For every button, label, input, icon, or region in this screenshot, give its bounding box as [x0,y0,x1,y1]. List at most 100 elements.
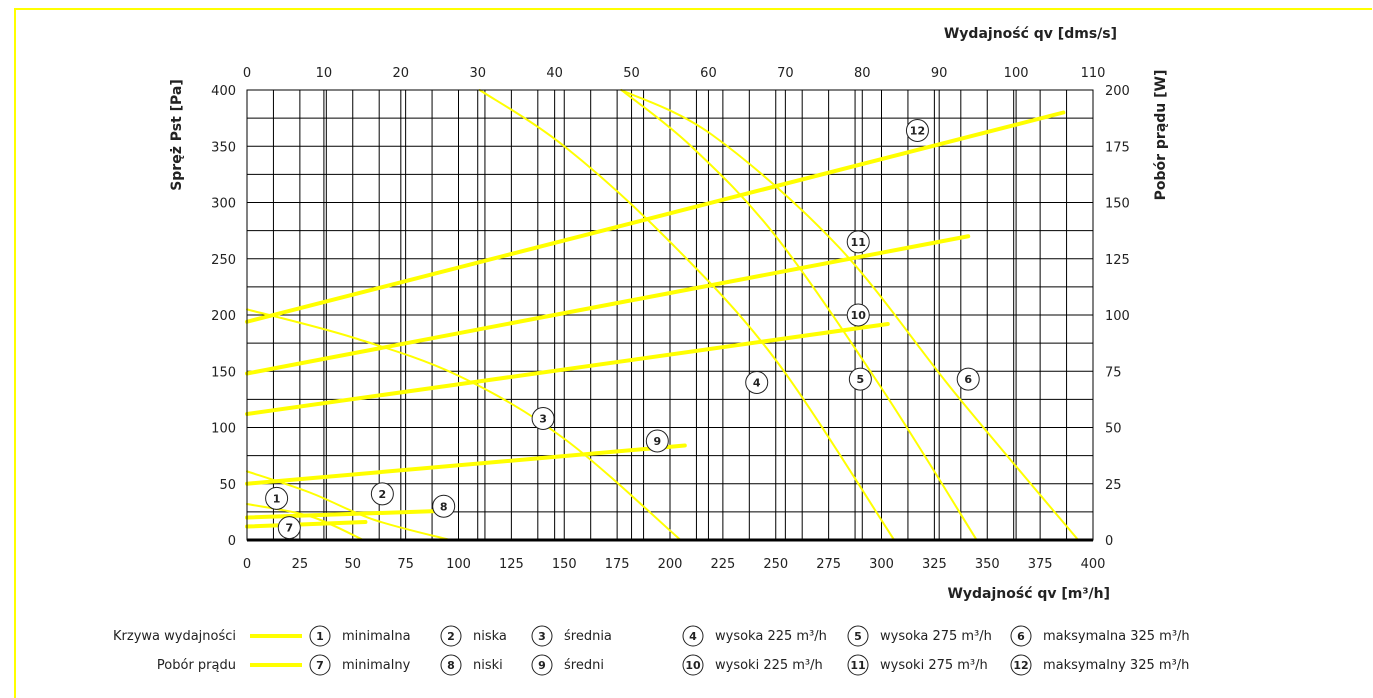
performance-chart: 0 25 50 75 100 125 150 175 200 225 250 275 300 325 350… [113,26,1190,676]
legend-marker-2 [440,625,462,647]
legend-marker-label-2: 2 [447,630,455,643]
x2-tick-label: 110 [1081,66,1106,81]
marker-label-3: 3 [539,413,547,426]
curve-3 [246,308,682,541]
marker-circle-10 [846,303,870,327]
y2-tick-label: 0 [1105,534,1113,549]
y-tick-label: 400 [211,84,236,99]
y2-tick-label: 200 [1105,84,1130,99]
legend-marker-label-11: 11 [850,659,865,672]
legend: Krzywa wydajności Pobór prądu 1 minimalna… [113,625,1190,676]
marker-label-5: 5 [857,373,865,386]
marker-circle-5 [848,367,872,391]
marker-label-2: 2 [379,488,387,501]
y2-tick-label: 50 [1105,422,1122,437]
legend-marker-12 [1010,654,1032,676]
marker-circle-7 [277,516,301,540]
curve-4 [478,89,896,541]
x-tick-label: 75 [397,557,414,572]
x-tick-label: 25 [292,557,309,572]
x2-tick-label: 0 [243,66,251,81]
curve-9 [245,443,687,486]
x-tick-label: 325 [922,557,947,572]
legend-item-text: niski [473,658,503,673]
curve-10 [245,322,890,416]
legend-marker-label-4: 4 [689,630,697,643]
legend-row2-label: Pobór prądu [157,658,236,673]
x-tick-label: 0 [243,557,251,572]
y-tick-label: 200 [211,309,236,324]
marker-circle-6 [956,367,980,391]
marker-circle-3 [531,407,555,430]
x2-tick-label: 30 [469,66,486,81]
x-tick-label: 250 [763,557,788,572]
marker-circle-4 [745,371,769,394]
y2-tick-label: 75 [1105,365,1122,380]
axes: 0 25 50 75 100 125 150 175 200 225 250 275 300 325 350… [211,66,1130,572]
legend-marker-label-10: 10 [685,659,701,672]
x-tick-label: 150 [552,557,577,572]
x-tick-label: 175 [605,557,630,572]
legend-marker-7 [309,654,331,676]
x-tick-label: 300 [869,557,894,572]
marker-circle-11 [846,230,870,254]
legend-marker-10 [682,654,704,676]
y2-tick-label: 175 [1105,140,1130,155]
x-tick-label: 400 [1081,557,1106,572]
y-tick-label: 50 [219,478,236,493]
y-axis-title: Spręż Pst [Pa] [169,79,185,191]
x-tick-label: 275 [816,557,841,572]
curve-11 [245,234,971,376]
marker-circle-1 [265,486,289,510]
legend-marker-label-5: 5 [854,630,862,643]
curve-12 [245,110,1066,324]
marker-label-12: 12 [910,125,925,138]
y-tick-label: 250 [211,253,236,268]
legend-item-text: średni [564,658,604,673]
curve-7 [245,520,368,529]
x2-tick-label: 70 [777,66,794,81]
legend-item-text: minimalny [342,658,411,673]
x-tick-label: 350 [975,557,1000,572]
y2-tick-label: 150 [1105,197,1130,212]
marker-label-10: 10 [851,309,867,322]
legend-marker-label-6: 6 [1017,630,1025,643]
x-tick-label: 375 [1028,557,1053,572]
marker-label-11: 11 [851,236,866,249]
legend-marker-label-3: 3 [538,630,546,643]
x-tick-label: 200 [658,557,683,572]
curve-5 [620,89,978,541]
legend-item-text: maksymalny 325 m³/h [1043,658,1189,673]
legend-item-text: średnia [564,629,612,644]
legend-item-text: wysoka 225 m³/h [715,629,827,644]
legend-item-text: minimalna [342,629,411,644]
x2-tick-label: 80 [854,66,871,81]
marker-label-8: 8 [440,500,448,513]
y-tick-label: 300 [211,197,236,212]
marker-label-9: 9 [653,435,661,448]
x-axis-title: Wydajność qv [m³/h] [947,586,1110,602]
x-tick-label: 225 [710,557,735,572]
marker-circle-2 [370,482,394,506]
x2-tick-label: 100 [1004,66,1029,81]
legend-marker-label-12: 12 [1013,659,1028,672]
x-tick-label: 50 [344,557,361,572]
x2-tick-label: 60 [700,66,717,81]
legend-item-text: wysoki 225 m³/h [715,658,823,673]
legend-marker-3 [531,625,553,647]
curve-8 [245,508,448,520]
page-frame [14,8,1372,698]
curve-6 [620,89,1080,541]
legend-item-text: wysoki 275 m³/h [880,658,988,673]
y2-tick-label: 125 [1105,253,1130,268]
y-tick-label: 350 [211,140,236,155]
y2-tick-label: 25 [1105,478,1122,493]
marker-label-1: 1 [273,492,281,505]
legend-marker-label-9: 9 [538,659,546,672]
legend-item-text: maksymalna 325 m³/h [1043,629,1190,644]
x-tick-label: 100 [446,557,471,572]
marker-circle-8 [432,494,456,518]
marker-circle-12 [905,119,929,142]
y2-axis-title: Pobór prądu [W] [1153,70,1169,201]
